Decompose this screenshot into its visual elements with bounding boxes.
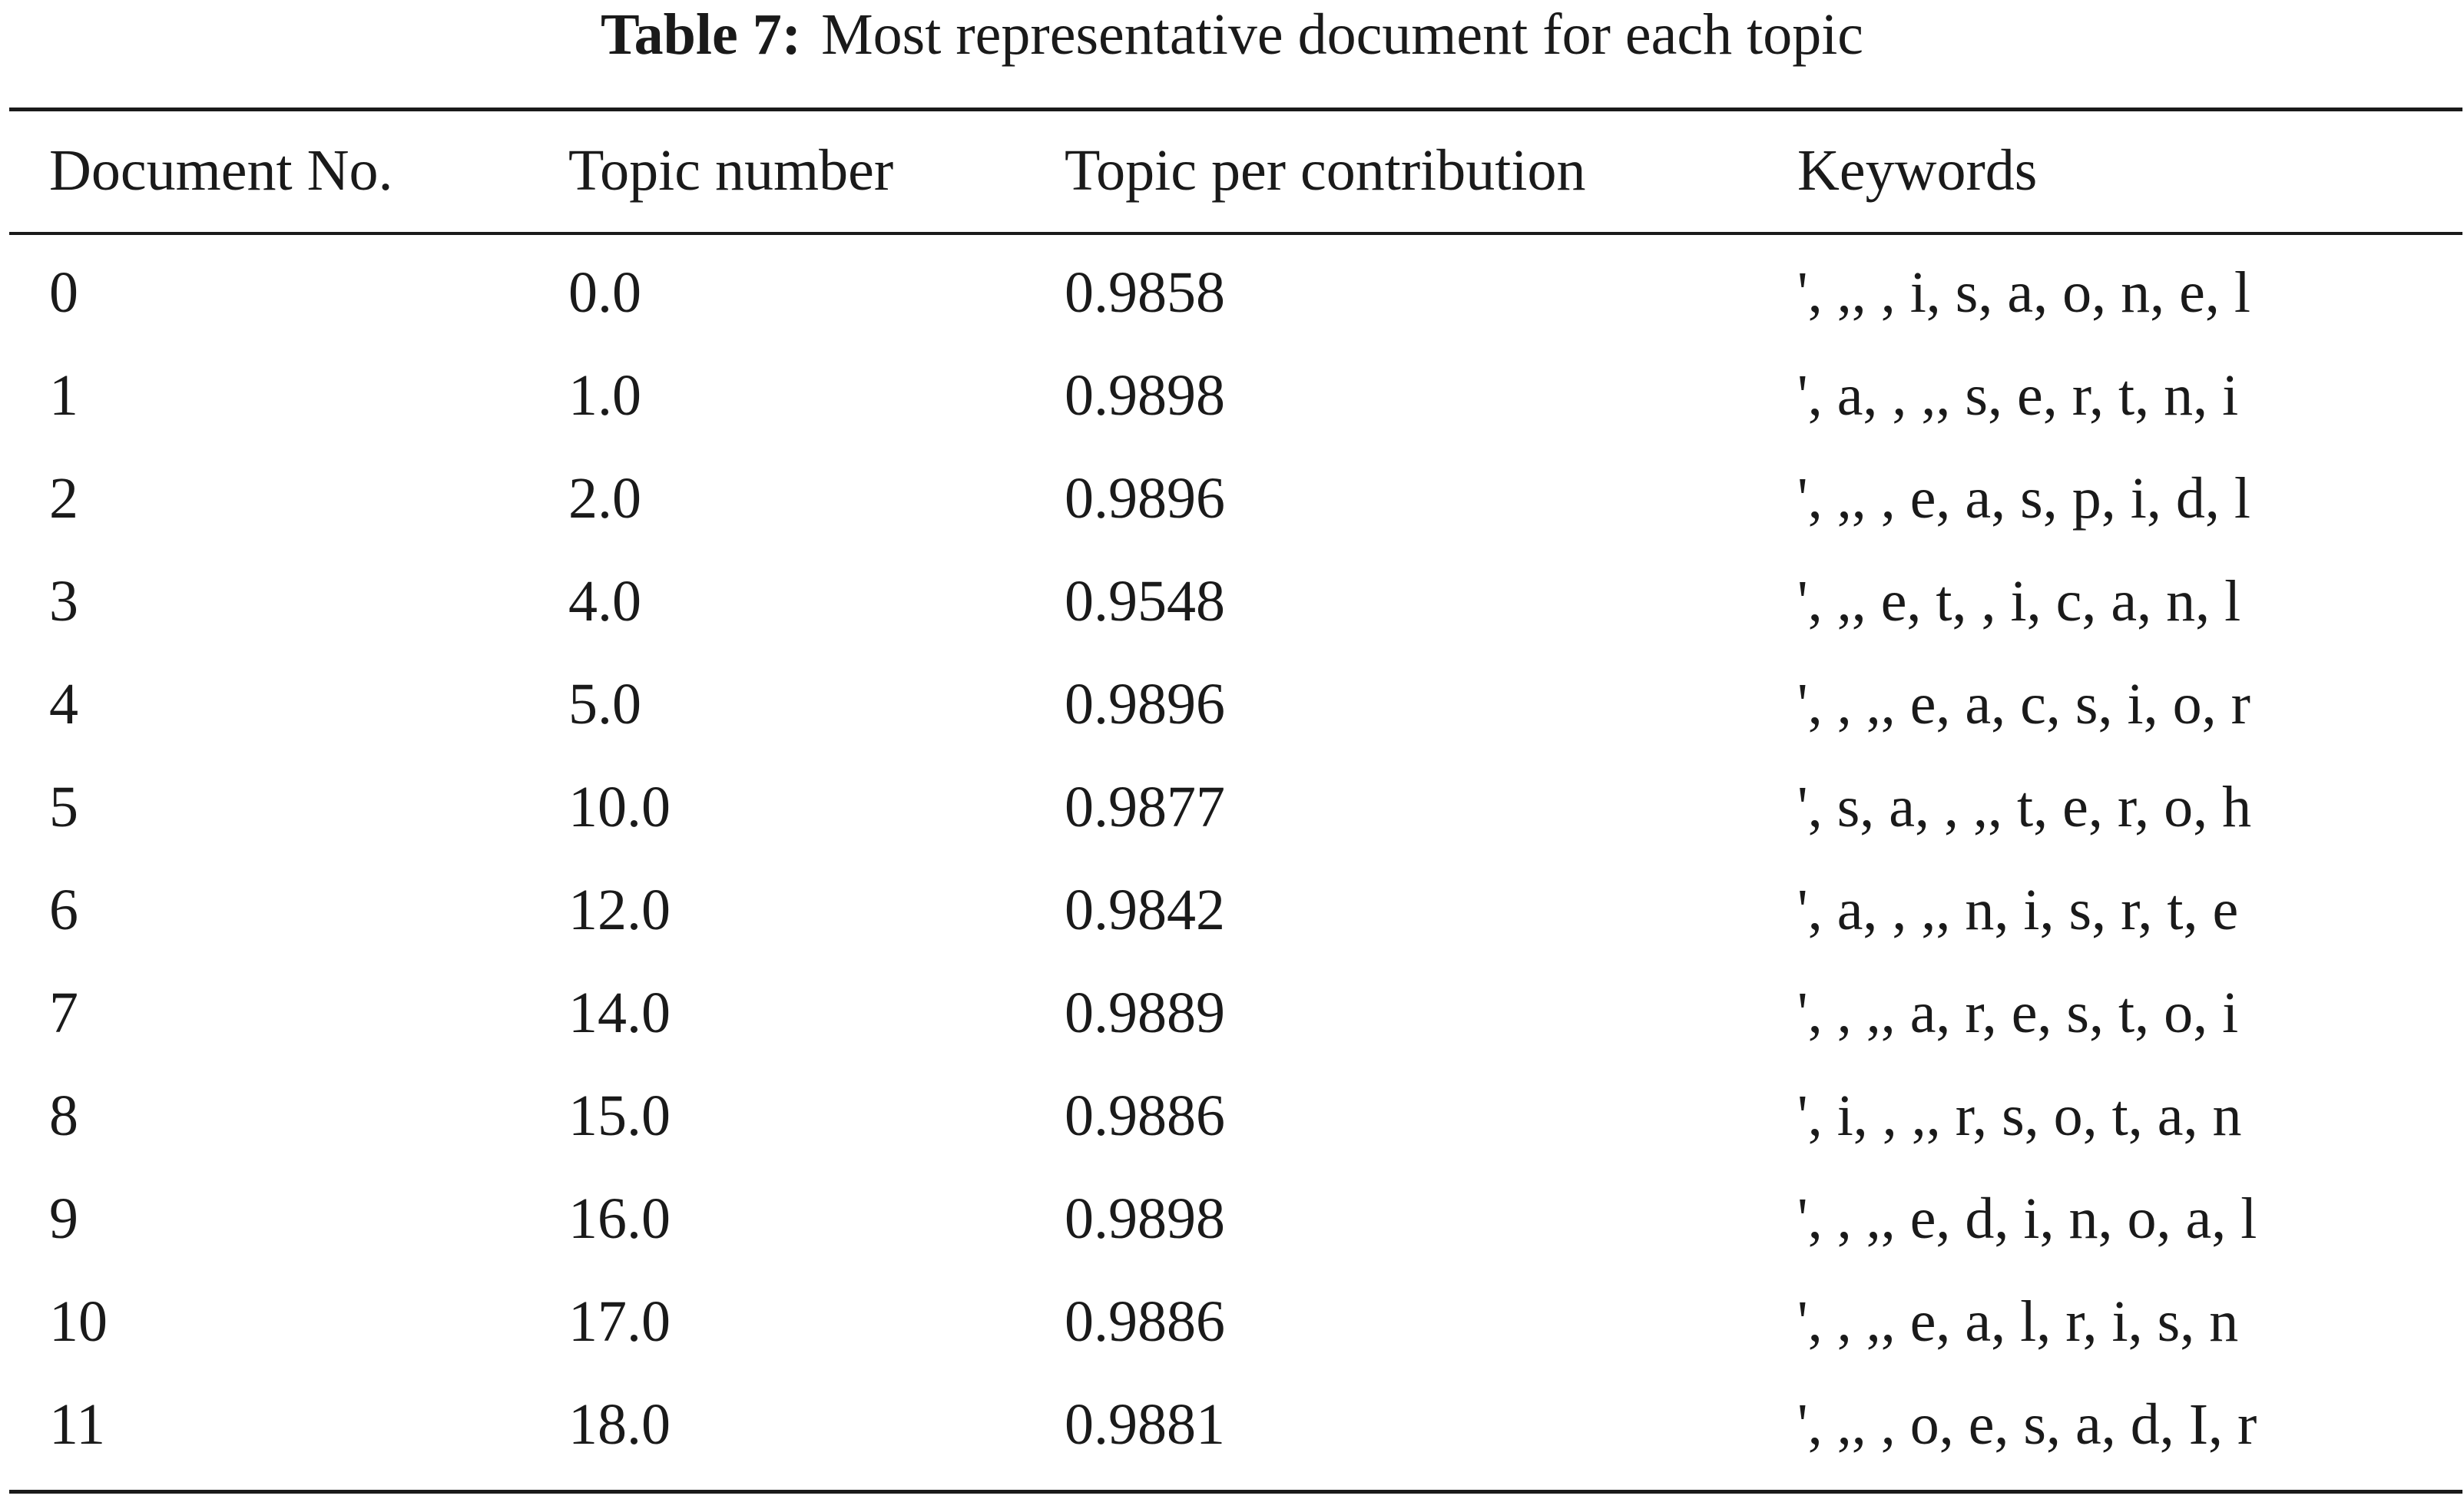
cell-keywords: ', , ,, e, a, l, r, i, s, n	[1797, 1289, 2239, 1354]
cell-topic-contribution: 0.9842	[1065, 878, 1225, 942]
cell-topic-number: 16.0	[568, 1186, 671, 1251]
cell-document-no: 1	[49, 363, 78, 428]
cell-document-no: 0	[49, 260, 78, 325]
table-header-row: Document No. Topic number Topic per cont…	[0, 119, 2464, 222]
table-caption: Table 7: Most representative document for…	[0, 0, 2464, 74]
cell-topic-contribution: 0.9886	[1065, 1289, 1225, 1354]
cell-keywords: ', a, , ,, n, i, s, r, t, e	[1797, 878, 2239, 942]
cell-document-no: 4	[49, 672, 78, 736]
table-row: 0 0.0 0.9858 ', ,, , i, s, a, o, n, e, l	[0, 241, 2464, 344]
table-caption-label: Table 7:	[600, 2, 802, 67]
cell-topic-contribution: 0.9898	[1065, 1186, 1225, 1251]
cell-topic-contribution: 0.9858	[1065, 260, 1225, 325]
cell-document-no: 5	[49, 775, 78, 839]
table-row: 9 16.0 0.9898 ', , ,, e, d, i, n, o, a, …	[0, 1167, 2464, 1270]
table-row: 7 14.0 0.9889 ', , ,, a, r, e, s, t, o, …	[0, 961, 2464, 1064]
cell-keywords: ', , ,, e, a, c, s, i, o, r	[1797, 672, 2250, 736]
cell-topic-number: 12.0	[568, 878, 671, 942]
table-row: 8 15.0 0.9886 ', i, , ,, r, s, o, t, a, …	[0, 1064, 2464, 1167]
cell-topic-contribution: 0.9889	[1065, 981, 1225, 1045]
column-header-keywords: Keywords	[1797, 138, 2038, 203]
cell-keywords: ', ,, , e, a, s, p, i, d, l	[1797, 466, 2250, 531]
cell-topic-number: 1.0	[568, 363, 641, 428]
cell-topic-contribution: 0.9881	[1065, 1392, 1225, 1457]
cell-topic-contribution: 0.9896	[1065, 466, 1225, 531]
table-caption-text: Most representative document for each to…	[821, 2, 1864, 67]
cell-document-no: 2	[49, 466, 78, 531]
cell-topic-number: 14.0	[568, 981, 671, 1045]
cell-topic-number: 0.0	[568, 260, 641, 325]
table-bottom-rule	[9, 1490, 2462, 1494]
cell-topic-number: 4.0	[568, 569, 641, 634]
cell-keywords: ', i, , ,, r, s, o, t, a, n	[1797, 1084, 2242, 1148]
cell-topic-contribution: 0.9877	[1065, 775, 1225, 839]
table-row: 2 2.0 0.9896 ', ,, , e, a, s, p, i, d, l	[0, 447, 2464, 550]
cell-keywords: ', ,, e, t, , i, c, a, n, l	[1797, 569, 2241, 634]
cell-topic-contribution: 0.9898	[1065, 363, 1225, 428]
cell-topic-contribution: 0.9896	[1065, 672, 1225, 736]
column-header-topic-contribution: Topic per contribution	[1065, 138, 1586, 203]
cell-topic-contribution: 0.9548	[1065, 569, 1225, 634]
cell-topic-number: 17.0	[568, 1289, 671, 1354]
cell-topic-number: 5.0	[568, 672, 641, 736]
cell-topic-number: 18.0	[568, 1392, 671, 1457]
cell-document-no: 10	[49, 1289, 108, 1354]
cell-keywords: ', s, a, , ,, t, e, r, o, h	[1797, 775, 2252, 839]
cell-document-no: 7	[49, 981, 78, 1045]
cell-topic-number: 15.0	[568, 1084, 671, 1148]
table-header-rule	[9, 232, 2462, 235]
cell-topic-number: 2.0	[568, 466, 641, 531]
table-row: 1 1.0 0.9898 ', a, , ,, s, e, r, t, n, i	[0, 344, 2464, 447]
cell-topic-number: 10.0	[568, 775, 671, 839]
cell-document-no: 3	[49, 569, 78, 634]
cell-document-no: 8	[49, 1084, 78, 1148]
table-row: 4 5.0 0.9896 ', , ,, e, a, c, s, i, o, r	[0, 653, 2464, 756]
table-top-rule	[9, 108, 2462, 111]
table-row: 6 12.0 0.9842 ', a, , ,, n, i, s, r, t, …	[0, 859, 2464, 961]
cell-keywords: ', , ,, e, d, i, n, o, a, l	[1797, 1186, 2257, 1251]
table-row: 3 4.0 0.9548 ', ,, e, t, , i, c, a, n, l	[0, 550, 2464, 653]
table-row: 10 17.0 0.9886 ', , ,, e, a, l, r, i, s,…	[0, 1270, 2464, 1373]
table-row: 11 18.0 0.9881 ', ,, , o, e, s, a, d, I,…	[0, 1373, 2464, 1476]
cell-keywords: ', ,, , i, s, a, o, n, e, l	[1797, 260, 2250, 325]
cell-document-no: 11	[49, 1392, 106, 1457]
cell-document-no: 9	[49, 1186, 78, 1251]
cell-topic-contribution: 0.9886	[1065, 1084, 1225, 1148]
cell-keywords: ', ,, , o, e, s, a, d, I, r	[1797, 1392, 2257, 1457]
table-row: 5 10.0 0.9877 ', s, a, , ,, t, e, r, o, …	[0, 756, 2464, 859]
cell-document-no: 6	[49, 878, 78, 942]
cell-keywords: ', , ,, a, r, e, s, t, o, i	[1797, 981, 2239, 1045]
cell-keywords: ', a, , ,, s, e, r, t, n, i	[1797, 363, 2239, 428]
column-header-topic-number: Topic number	[568, 138, 894, 203]
column-header-document-no: Document No.	[49, 138, 393, 203]
